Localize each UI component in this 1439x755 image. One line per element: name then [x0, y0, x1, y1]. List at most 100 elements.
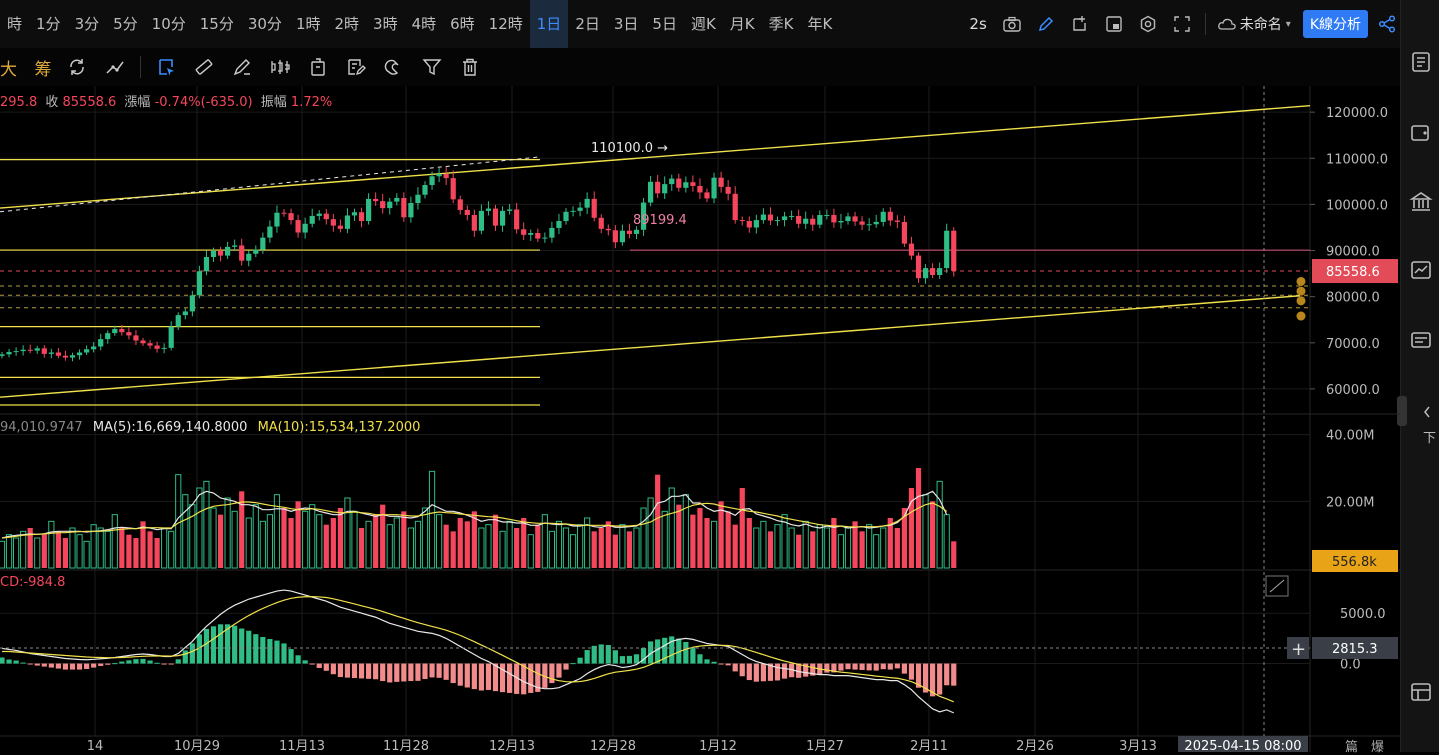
x-tick-6: 1月12 [699, 739, 737, 752]
drawbar-label-2[interactable]: 筹 [34, 59, 52, 80]
volume-bar-89 [626, 531, 633, 568]
macd-bar-73 [514, 663, 520, 694]
grid-panel-icon[interactable] [1409, 680, 1433, 704]
etf-icon[interactable] [1409, 328, 1433, 352]
candle-28 [196, 271, 202, 296]
note-tool-icon[interactable] [337, 48, 375, 86]
volume-bar-34 [239, 491, 245, 568]
chart-area[interactable]: 110100.0 → 89199.4 120000.0 110000.0 100000… [0, 86, 1400, 752]
chart-grid [0, 86, 1400, 752]
volume-bar-109 [767, 531, 774, 568]
info-open: 295.8 [0, 95, 38, 110]
candle-93 [655, 181, 661, 194]
timeframe-1[interactable]: 1分 [36, 15, 61, 33]
ruler-icon[interactable] [185, 48, 223, 86]
candle-113 [796, 215, 802, 224]
volume-bar-105 [739, 488, 745, 568]
filter-icon[interactable] [413, 48, 451, 86]
timeframe-8[interactable]: 2時 [334, 15, 360, 33]
timeframe-6[interactable]: 30分 [247, 15, 282, 33]
new-window-icon[interactable] [1063, 0, 1097, 48]
candle-110 [774, 220, 781, 222]
candle-105 [739, 220, 745, 222]
trend-tool-icon[interactable] [96, 48, 134, 86]
volume-bar-2 [13, 537, 20, 569]
volume-bar-30 [210, 507, 217, 569]
trash-icon[interactable] [451, 48, 489, 86]
macd-bar-80 [563, 663, 569, 670]
timeframe-15[interactable]: 3日 [613, 15, 639, 33]
orderbook-icon[interactable] [1409, 50, 1433, 74]
volume-bar-129 [908, 488, 915, 568]
timeframe-19[interactable]: 季K [768, 15, 794, 33]
macd-bar-70 [492, 663, 499, 692]
candle-11 [76, 352, 83, 356]
volume-bar-39 [273, 494, 281, 569]
timeframe-2[interactable]: 3分 [74, 15, 100, 33]
pattern-tool-icon[interactable] [261, 48, 299, 86]
text-tool-icon[interactable] [299, 48, 337, 86]
k-analysis-button[interactable]: K線分析 [1302, 10, 1368, 38]
template-icon[interactable] [1097, 0, 1131, 48]
brush-icon[interactable] [223, 48, 261, 86]
volume-bar-100 [704, 518, 710, 568]
candle-2 [13, 351, 19, 353]
candle-128 [901, 221, 907, 244]
layout-selector[interactable]: 未命名 ▾ [1212, 14, 1297, 34]
macd-bar-107 [753, 663, 759, 682]
timeframe-12[interactable]: 12時 [488, 15, 523, 33]
crosshair-add-icon [1287, 637, 1309, 659]
wallet-icon[interactable] [1409, 120, 1433, 144]
timeframe-9[interactable]: 3時 [373, 15, 398, 33]
timeframe-7[interactable]: 1時 [295, 15, 321, 33]
timeframe-3[interactable]: 5分 [113, 15, 138, 33]
macd-bar-4 [27, 663, 33, 665]
candle-54 [380, 201, 386, 209]
candle-102 [718, 177, 724, 187]
candle-7 [48, 352, 54, 354]
fullscreen-icon[interactable] [1165, 0, 1199, 48]
candle-51 [358, 212, 365, 222]
drawbar-label-1[interactable]: 大 [0, 59, 17, 80]
macd-bar-7 [48, 663, 54, 668]
timeframe-16[interactable]: 5日 [652, 15, 677, 33]
speed-button[interactable]: 2s [969, 15, 987, 33]
candle-118 [831, 215, 837, 223]
camera-icon[interactable] [995, 0, 1029, 48]
timeframe-10[interactable]: 4時 [411, 15, 437, 33]
macd-bar-129 [908, 663, 915, 680]
refresh-icon[interactable] [58, 48, 96, 86]
cursor-tool-icon[interactable] [147, 48, 185, 86]
timeframe-13[interactable]: 1日 [529, 0, 569, 48]
timeframe-0[interactable]: 時 [7, 15, 23, 33]
settings-icon[interactable] [1131, 0, 1165, 48]
macd-bar-8 [55, 663, 61, 669]
chevron-left-icon[interactable] [1422, 405, 1432, 419]
candle-49 [344, 215, 351, 229]
macd-bar-98 [690, 647, 696, 664]
timeframe-17[interactable]: 週K [690, 15, 716, 33]
timeframe-18[interactable]: 月K [729, 15, 755, 33]
panel-collapse-handle[interactable] [1397, 396, 1407, 426]
macd-bar-53 [373, 663, 379, 680]
timeframe-5[interactable]: 15分 [199, 15, 234, 33]
candle-97 [683, 182, 689, 188]
share-icon[interactable] [1374, 0, 1400, 48]
pen-icon[interactable] [1029, 0, 1063, 48]
macd-bar-133 [937, 663, 943, 695]
macd-bar-22 [154, 662, 160, 664]
timeframe-20[interactable]: 年K [807, 15, 833, 33]
timeframe-11[interactable]: 6時 [450, 15, 475, 33]
timeframe-4[interactable]: 10分 [151, 15, 186, 33]
bank-icon[interactable] [1409, 190, 1433, 214]
volume-bar-82 [577, 524, 584, 569]
candle-91 [640, 202, 647, 230]
timeframe-14[interactable]: 2日 [575, 15, 600, 33]
volume-bar-101 [710, 520, 718, 569]
chart-panel-icon[interactable] [1409, 258, 1433, 282]
candle-69 [485, 208, 492, 211]
candle-114 [803, 218, 809, 224]
magnet-icon[interactable] [375, 48, 413, 86]
candle-79 [556, 221, 562, 228]
volume-bar-92 [647, 497, 654, 569]
